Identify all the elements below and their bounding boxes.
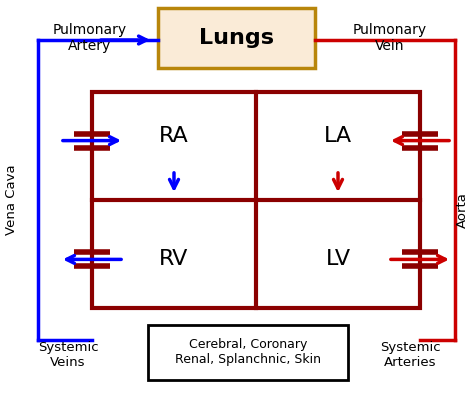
Bar bbox=[148, 325, 348, 380]
Text: Pulmonary
Vein: Pulmonary Vein bbox=[353, 23, 427, 53]
Text: Systemic
Arteries: Systemic Arteries bbox=[380, 341, 440, 369]
Text: LV: LV bbox=[326, 249, 351, 269]
Text: RA: RA bbox=[159, 126, 189, 146]
Text: LA: LA bbox=[324, 126, 352, 146]
Text: RV: RV bbox=[159, 249, 189, 269]
Text: Systemic
Veins: Systemic Veins bbox=[38, 341, 98, 369]
Text: Lungs: Lungs bbox=[199, 28, 274, 48]
Bar bbox=[158, 8, 315, 68]
Bar bbox=[92, 92, 420, 308]
Text: Aorta: Aorta bbox=[456, 192, 468, 228]
Text: Pulmonary
Artery: Pulmonary Artery bbox=[53, 23, 127, 53]
Text: Vena Cava: Vena Cava bbox=[6, 165, 18, 235]
Text: Cerebral, Coronary
Renal, Splanchnic, Skin: Cerebral, Coronary Renal, Splanchnic, Sk… bbox=[175, 338, 321, 366]
